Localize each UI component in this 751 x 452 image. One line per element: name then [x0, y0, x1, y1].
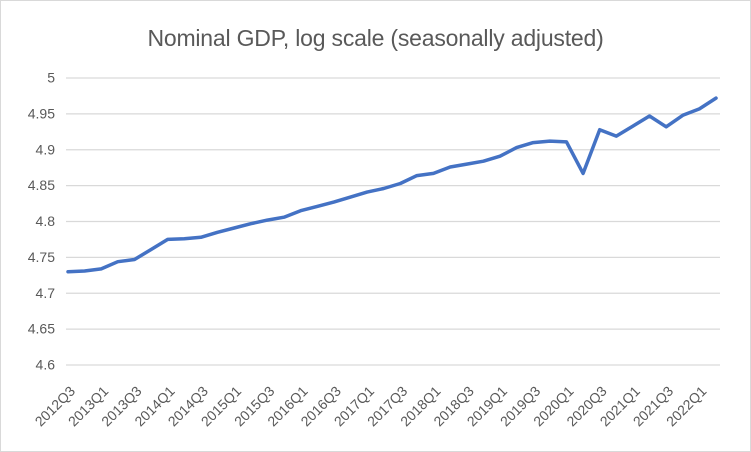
y-tick-label: 4.65 — [28, 321, 55, 337]
y-tick-label: 4.75 — [28, 249, 55, 265]
y-axis-labels: 4.6 4.65 4.7 4.75 4.8 4.85 4.9 4.95 5 — [28, 70, 55, 373]
y-tick-label: 4.6 — [36, 357, 56, 373]
y-tick-label: 4.7 — [36, 285, 56, 301]
gridlines — [66, 77, 720, 366]
y-tick-label: 5 — [47, 70, 55, 86]
y-tick-label: 4.95 — [28, 105, 55, 121]
gdp-line-series — [66, 96, 718, 274]
y-tick-label: 4.8 — [36, 213, 56, 229]
x-axis-labels: 2012Q32013Q12013Q32014Q12014Q32015Q12015… — [32, 383, 710, 430]
chart-title: Nominal GDP, log scale (seasonally adjus… — [147, 25, 604, 51]
y-tick-label: 4.9 — [36, 141, 56, 157]
y-tick-label: 4.85 — [28, 177, 55, 193]
